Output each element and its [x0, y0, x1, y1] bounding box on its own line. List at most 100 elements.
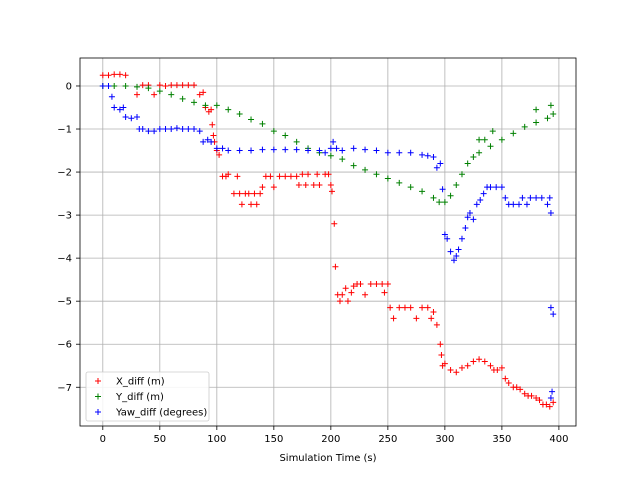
data-point — [407, 304, 414, 311]
data-point — [238, 201, 245, 208]
data-point — [521, 390, 528, 397]
x-tick-label: 350 — [492, 434, 511, 445]
data-point — [179, 126, 186, 133]
data-point — [293, 173, 300, 180]
data-point — [517, 386, 524, 393]
data-point — [481, 136, 488, 143]
data-point — [327, 181, 334, 188]
data-point — [342, 285, 349, 292]
data-point — [390, 315, 397, 322]
y-tick-label: −2 — [57, 168, 72, 179]
data-point — [282, 132, 289, 139]
x-tick-label: 250 — [378, 434, 397, 445]
data-point — [441, 360, 448, 367]
data-point — [259, 184, 266, 191]
data-point — [523, 201, 530, 208]
y-tick-label: −7 — [57, 383, 72, 394]
data-point — [367, 280, 374, 287]
data-point — [111, 104, 118, 111]
data-point — [477, 197, 484, 204]
data-point — [510, 130, 517, 137]
data-point — [108, 93, 115, 100]
data-point — [533, 106, 540, 113]
data-point — [428, 315, 435, 322]
legend: X_diff (m) Y_diff (m) Yaw_diff (degrees) — [85, 371, 210, 422]
data-point — [116, 71, 123, 78]
data-point — [299, 171, 306, 178]
legend-box — [85, 371, 210, 422]
data-point — [550, 399, 557, 406]
data-point — [210, 132, 217, 139]
data-point — [519, 194, 526, 201]
data-point — [470, 153, 477, 160]
data-point — [270, 184, 277, 191]
data-point — [362, 291, 369, 298]
data-point — [462, 225, 469, 232]
data-point — [533, 194, 540, 201]
data-point — [322, 149, 329, 156]
data-point — [494, 367, 501, 374]
data-point — [453, 369, 460, 376]
data-point — [447, 248, 454, 255]
x-axis-label: Simulation Time (s) — [279, 453, 376, 464]
data-point — [151, 128, 158, 135]
data-point — [502, 375, 509, 382]
data-point — [134, 83, 141, 90]
data-point — [139, 126, 146, 133]
y-tick-label: −4 — [57, 254, 72, 265]
data-points — [99, 71, 557, 410]
data-point — [447, 192, 454, 199]
data-point — [333, 145, 340, 152]
data-point — [533, 119, 540, 126]
data-point — [316, 181, 323, 188]
data-point — [381, 289, 388, 296]
data-point — [396, 304, 403, 311]
data-point — [173, 82, 180, 89]
data-point — [436, 199, 443, 206]
series-0 — [99, 71, 557, 410]
data-point — [430, 153, 437, 160]
data-point — [546, 194, 553, 201]
data-point — [473, 201, 480, 208]
data-point — [200, 138, 207, 145]
data-point — [550, 311, 557, 318]
x-tick-label: 0 — [100, 434, 106, 445]
y-tick-label: −6 — [57, 340, 72, 351]
data-point — [455, 246, 462, 253]
data-point — [259, 120, 266, 127]
data-point — [314, 171, 321, 178]
data-point — [480, 190, 487, 197]
data-point — [487, 362, 494, 369]
x-tick-label: 50 — [153, 434, 166, 445]
data-point — [510, 201, 517, 208]
x-tick-label: 300 — [435, 434, 454, 445]
data-point — [550, 110, 557, 117]
data-point — [105, 72, 112, 79]
data-point — [168, 91, 175, 98]
data-point — [350, 283, 357, 290]
series-1 — [99, 82, 557, 206]
data-point — [458, 364, 465, 371]
data-point — [344, 298, 351, 305]
data-point — [295, 181, 302, 188]
data-point — [162, 82, 169, 89]
data-point — [253, 201, 260, 208]
data-point — [185, 126, 192, 133]
data-point — [111, 82, 118, 89]
legend-label: Y_diff (m) — [115, 392, 164, 403]
data-point — [128, 115, 135, 122]
data-point — [419, 151, 426, 158]
data-point — [481, 358, 488, 365]
data-point — [208, 106, 215, 113]
data-point — [470, 216, 477, 223]
data-point — [458, 171, 465, 178]
data-point — [430, 194, 437, 201]
data-point — [236, 190, 243, 197]
data-point — [513, 384, 520, 391]
data-point — [339, 156, 346, 163]
data-point — [466, 209, 473, 216]
data-point — [430, 308, 437, 315]
data-point — [251, 190, 258, 197]
data-point — [139, 82, 146, 89]
y-tick-label: −5 — [57, 297, 72, 308]
